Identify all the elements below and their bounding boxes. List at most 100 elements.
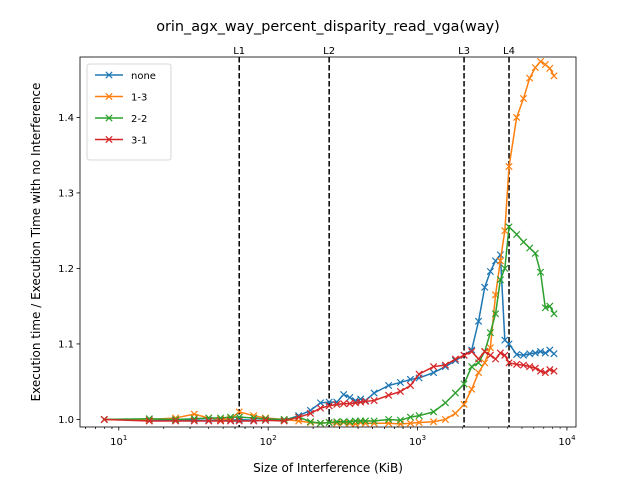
data-point	[451, 389, 460, 397]
data-point	[468, 347, 476, 356]
data-point	[531, 364, 539, 372]
legend-label-1-3: 1-3	[131, 93, 147, 104]
data-point	[261, 416, 270, 424]
data-point	[280, 417, 288, 425]
data-point	[501, 351, 509, 359]
data-point	[541, 349, 549, 357]
data-point	[481, 347, 489, 356]
data-point	[550, 367, 558, 375]
data-point	[306, 409, 315, 418]
data-point	[481, 283, 489, 291]
data-point	[145, 417, 153, 425]
data-point	[250, 417, 258, 425]
data-point	[460, 400, 468, 408]
legend-marker-none	[105, 71, 113, 79]
data-point	[546, 64, 554, 72]
legend-marker-1-3	[105, 92, 113, 101]
data-point	[486, 328, 494, 337]
data-point	[505, 162, 513, 171]
data-point	[505, 223, 513, 231]
data-point	[460, 351, 468, 359]
data-point	[205, 414, 213, 422]
data-point	[216, 417, 225, 425]
legend-marker-3-1	[105, 135, 113, 144]
data-point	[370, 396, 378, 405]
data-point	[415, 418, 423, 427]
data-point	[306, 418, 315, 426]
legend-frame	[86, 63, 172, 161]
data-point	[316, 404, 325, 412]
data-point	[486, 267, 494, 276]
data-point	[541, 304, 549, 312]
data-point	[396, 387, 405, 396]
legend-marker-2-2	[105, 114, 113, 122]
data-point	[531, 349, 539, 357]
x-tick-label-2: 103	[409, 434, 426, 448]
data-point	[491, 310, 500, 318]
data-point	[340, 390, 348, 399]
data-point	[406, 381, 415, 390]
data-point	[513, 350, 521, 359]
data-point	[526, 74, 534, 82]
data-point	[451, 355, 460, 363]
series-line-1-3	[104, 60, 555, 425]
data-point	[531, 249, 539, 257]
data-point	[526, 350, 534, 358]
series-line-none	[104, 252, 555, 421]
data-point	[536, 347, 545, 356]
data-point	[536, 57, 545, 66]
data-point	[396, 378, 405, 387]
data-point	[460, 380, 468, 388]
x-tick-label-0: 101	[110, 434, 127, 448]
x-tick-label-1: 102	[260, 434, 277, 448]
data-point	[546, 365, 554, 374]
data-point	[519, 238, 528, 246]
x-tick-label-3: 104	[558, 434, 576, 448]
data-point	[333, 418, 341, 426]
data-point	[481, 359, 489, 367]
data-point	[513, 230, 521, 239]
data-point	[441, 415, 450, 424]
data-point	[235, 417, 243, 425]
data-point	[486, 351, 494, 359]
y-tick-label-3: 1.3	[58, 188, 74, 199]
data-point	[415, 370, 423, 378]
data-point	[316, 419, 325, 427]
data-point	[429, 362, 438, 371]
data-point	[346, 393, 354, 402]
x-axis-label: Size of Interference (KiB)	[253, 461, 403, 475]
axes-frame	[79, 56, 577, 428]
data-point	[429, 408, 438, 416]
y-tick-label-1: 1.1	[58, 339, 74, 350]
series-line-2-2	[104, 225, 555, 424]
data-point	[406, 419, 415, 427]
data-point	[406, 413, 415, 421]
legend-label-2-2: 2-2	[131, 114, 147, 125]
y-tick-label-4: 1.4	[58, 113, 74, 124]
data-point	[235, 408, 243, 416]
data-point	[468, 385, 476, 393]
data-point	[496, 257, 504, 265]
data-point	[429, 369, 438, 377]
data-point	[519, 94, 528, 103]
series-3-1	[100, 347, 558, 425]
y-tick-label-2: 1.2	[58, 264, 74, 275]
y-tick-label-0: 1.0	[58, 415, 74, 426]
data-point	[505, 340, 513, 348]
legend: none 1-3 2-2 3-1	[86, 63, 172, 161]
series-line-3-1	[104, 350, 555, 422]
data-point	[519, 351, 528, 359]
legend-label-3-1: 3-1	[131, 136, 147, 147]
plot-area: 101 102 103 104 1.0 1.1 1.2 1.3 1.4 L1 L2 L3 L4 none 1…	[58, 46, 577, 448]
data-point	[550, 72, 558, 80]
legend-label-none: none	[131, 71, 156, 82]
data-point	[370, 389, 378, 397]
data-point	[384, 381, 393, 390]
data-point	[216, 414, 225, 422]
data-point	[531, 63, 539, 72]
data-point	[526, 362, 534, 371]
data-point	[541, 369, 549, 377]
data-point	[325, 402, 333, 410]
data-point	[496, 276, 504, 284]
